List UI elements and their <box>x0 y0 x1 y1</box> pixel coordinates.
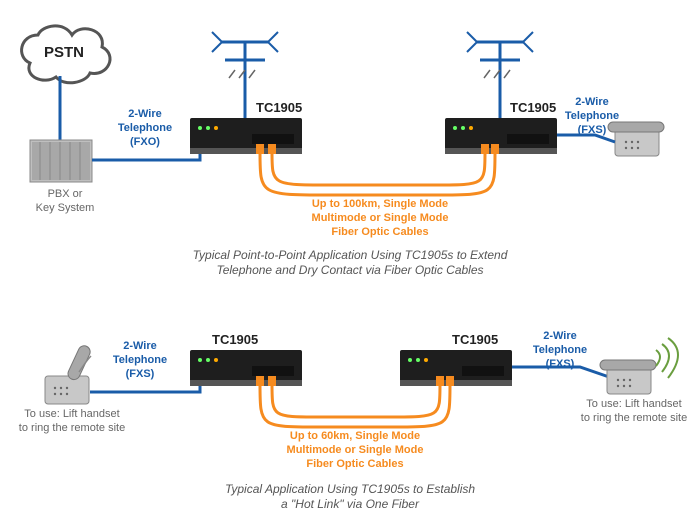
device-right-bottom <box>400 350 512 386</box>
phone-right-bottom <box>600 360 656 394</box>
fxs-left-bottom: (FXS) <box>105 368 175 382</box>
ring-waves <box>656 338 678 378</box>
fiber1-bottom: Up to 60km, Single Mode <box>235 430 475 444</box>
dev-left-bottom-label: TC1905 <box>212 332 258 348</box>
hint-right: To use: Lift handset to ring the remote … <box>574 398 694 426</box>
fxs-right-bottom: (FXS) <box>525 358 595 372</box>
device-left-bottom <box>190 350 302 386</box>
dev-right-bottom-label: TC1905 <box>452 332 498 348</box>
hint-left: To use: Lift handset to ring the remote … <box>12 408 132 436</box>
wire-right-bottom: 2-Wire Telephone <box>525 330 595 358</box>
phone-left-bottom <box>45 344 92 404</box>
caption-bottom: Typical Application Using TC1905s to Est… <box>180 482 520 512</box>
fiber2-bottom: Multimode or Single Mode Fiber Optic Cab… <box>235 444 475 472</box>
wire-left-bottom: 2-Wire Telephone <box>105 340 175 368</box>
